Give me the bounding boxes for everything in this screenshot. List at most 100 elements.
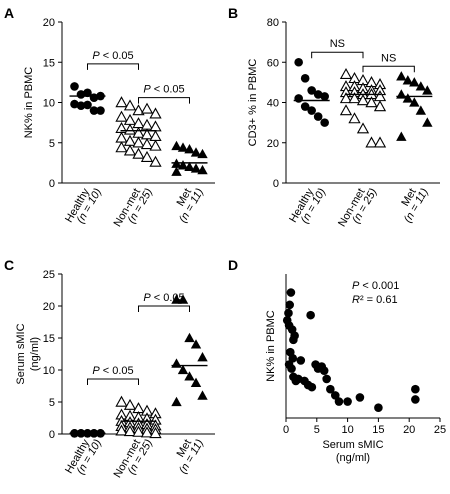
y-tick-label: 5: [49, 397, 55, 409]
y-axis-label: Serum sMIC: [15, 323, 27, 384]
data-point: [123, 425, 137, 437]
data-point: [89, 106, 99, 115]
data-point: [123, 398, 137, 410]
data-point: [300, 74, 310, 83]
panel-letter-a: A: [4, 5, 14, 21]
data-point: [422, 117, 433, 127]
y-tick-label: 20: [267, 138, 279, 150]
data-point: [197, 352, 208, 362]
data-point: [285, 300, 294, 310]
data-point: [319, 366, 329, 375]
data-point: [197, 148, 208, 159]
r-squared-annotation: R² = 0.61: [352, 294, 398, 306]
data-point: [197, 390, 208, 400]
data-point: [284, 308, 293, 318]
data-point: [422, 85, 433, 95]
data-point: [294, 94, 303, 103]
data-point: [190, 163, 202, 173]
y-tick-label: 20: [43, 17, 55, 29]
y-tick-label: 25: [43, 269, 55, 281]
data-point: [171, 166, 182, 176]
data-point: [409, 97, 420, 107]
comparison-label: P < 0.05: [92, 50, 133, 62]
y-tick-label: 0: [49, 178, 55, 190]
y-axis-label: NK% in PBMC: [265, 310, 277, 382]
data-point: [184, 332, 195, 343]
panel-letter-c: C: [4, 257, 14, 273]
data-point: [70, 99, 79, 109]
y-tick-label: 40: [267, 98, 279, 110]
data-point: [411, 395, 420, 404]
panel-letter-b: B: [228, 5, 238, 21]
comparison-label: P < 0.05: [143, 292, 184, 304]
data-point: [356, 94, 370, 106]
data-point: [396, 131, 407, 141]
data-point: [409, 77, 420, 87]
data-point: [396, 89, 407, 99]
panel-letter-d: D: [228, 257, 238, 273]
data-point: [140, 426, 154, 438]
data-point: [149, 155, 162, 167]
comparison-bracket: [138, 305, 190, 312]
data-point: [190, 147, 202, 157]
data-point: [288, 354, 298, 363]
data-point: [115, 141, 128, 153]
data-point: [83, 88, 92, 98]
data-point: [356, 122, 370, 134]
comparison-label: NS: [330, 38, 345, 50]
y-axis-label-unit: (ng/ml): [29, 337, 41, 371]
data-point: [132, 147, 145, 159]
y-tick-label: 10: [43, 365, 55, 377]
data-point: [306, 310, 315, 320]
data-point: [348, 92, 361, 104]
x-tick-label: 10: [341, 424, 353, 436]
comparison-label: P < 0.05: [143, 84, 184, 96]
data-point: [149, 107, 162, 119]
data-point: [313, 112, 323, 121]
data-point: [140, 138, 154, 150]
data-point: [149, 139, 162, 151]
data-point: [355, 393, 365, 402]
data-point: [339, 104, 353, 116]
data-point: [140, 150, 154, 162]
comparison-label: P < 0.05: [92, 365, 133, 377]
data-point: [365, 136, 378, 148]
data-point: [320, 92, 329, 101]
data-point: [290, 331, 299, 341]
data-point: [171, 140, 182, 151]
data-point: [334, 397, 344, 406]
data-point: [287, 364, 296, 373]
y-tick-label: 0: [273, 178, 279, 190]
data-point: [373, 100, 387, 112]
data-point: [294, 57, 303, 67]
data-point: [123, 144, 137, 156]
y-tick-label: 15: [43, 333, 55, 345]
data-point: [177, 160, 189, 170]
data-point: [322, 374, 331, 384]
data-point: [184, 161, 195, 172]
y-tick-label: 80: [267, 17, 279, 29]
data-point: [76, 101, 86, 111]
x-tick-label: 25: [434, 424, 446, 436]
y-axis-label: NK% in PBMC: [23, 67, 35, 139]
data-point: [115, 395, 128, 407]
comparison-bracket: [311, 51, 364, 59]
x-tick-label: 20: [403, 424, 415, 436]
y-tick-label: 0: [49, 429, 55, 441]
x-tick-label: 5: [314, 424, 320, 436]
data-point: [83, 100, 92, 110]
data-point: [140, 102, 154, 114]
comparison-bracket: [87, 63, 139, 70]
data-point: [132, 425, 145, 437]
data-point: [300, 102, 310, 111]
data-point: [177, 294, 189, 304]
data-point: [402, 93, 414, 103]
y-axis-label: CD3+ % in PBMC: [247, 59, 259, 147]
data-point: [115, 110, 128, 122]
data-point: [177, 364, 189, 375]
data-point: [326, 384, 335, 394]
data-point: [115, 96, 128, 108]
